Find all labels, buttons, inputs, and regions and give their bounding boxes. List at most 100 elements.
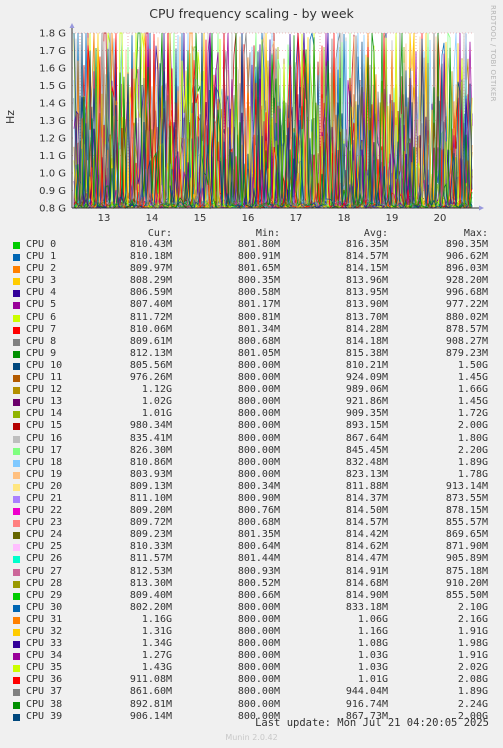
legend-max-value: 1.98G — [457, 638, 488, 650]
legend-max-value: 905.89M — [445, 553, 488, 565]
x-tick-label: 14 — [146, 213, 159, 224]
legend-table: Cur: Min: Avg: Max: CPU 0 810.43M 801.80M 8… — [10, 228, 490, 723]
legend-cur-value: 811.10M — [129, 492, 172, 504]
legend-swatch — [13, 338, 20, 346]
legend-row: CPU 27 812.53M 800.93M 814.91M 875.18M — [10, 566, 490, 578]
legend-cur-value: 976.26M — [129, 372, 172, 384]
legend-swatch — [13, 423, 20, 431]
y-tick-label: 1.7 G — [39, 46, 66, 57]
legend-swatch — [13, 495, 20, 503]
y-tick-label: 1.5 G — [39, 81, 66, 92]
legend-row: CPU 13 1.02G 800.00M 921.86M 1.45G — [10, 396, 490, 408]
legend-min-value: 800.00M — [237, 638, 280, 650]
legend-avg-value: 1.08G — [357, 638, 388, 650]
legend-avg-value: 1.06G — [357, 613, 388, 625]
legend-cur-value: 809.40M — [129, 589, 172, 601]
legend-swatch — [13, 399, 20, 407]
legend-min-value: 800.34M — [237, 480, 280, 492]
legend-max-value: 2.24G — [457, 698, 488, 710]
legend-avg-value: 814.42M — [345, 529, 388, 541]
legend-min-value: 800.00M — [237, 468, 280, 480]
legend-avg-value: 867.64M — [345, 432, 388, 444]
legend-avg-value: 1.03G — [357, 650, 388, 662]
legend-swatch — [13, 616, 20, 624]
legend-min-value: 800.00M — [237, 432, 280, 444]
legend-row: CPU 28 813.30M 800.52M 814.68M 910.20M — [10, 578, 490, 590]
legend-min-value: 800.64M — [237, 541, 280, 553]
legend-min-value: 801.35M — [237, 529, 280, 541]
legend-avg-value: 814.28M — [345, 323, 388, 335]
legend-cur-value: 806.59M — [129, 287, 172, 299]
legend-avg-value: 909.35M — [345, 408, 388, 420]
legend-avg-value: 814.68M — [345, 577, 388, 589]
legend-avg-value: 814.37M — [345, 492, 388, 504]
legend-row: CPU 2 809.97M 801.65M 814.15M 896.03M — [10, 263, 490, 275]
legend-row: CPU 18 810.86M 800.00M 832.48M 1.89G — [10, 457, 490, 469]
legend-series-name: CPU 11 — [26, 372, 63, 384]
legend-swatch — [13, 701, 20, 709]
legend-cur-value: 810.33M — [129, 541, 172, 553]
legend-avg-value: 815.38M — [345, 347, 388, 359]
legend-series-name: CPU 34 — [26, 650, 63, 662]
legend-series-name: CPU 1 — [26, 251, 57, 263]
legend-cur-value: 892.81M — [129, 698, 172, 710]
legend-max-value: 1.66G — [457, 384, 488, 396]
legend-series-name: CPU 22 — [26, 505, 63, 517]
legend-max-value: 928.20M — [445, 275, 488, 287]
y-tick-label: 1.2 G — [39, 134, 66, 145]
legend-row: CPU 19 803.93M 800.00M 823.13M 1.78G — [10, 469, 490, 481]
legend-max-value: 2.08G — [457, 674, 488, 686]
legend-min-value: 801.80M — [237, 239, 280, 250]
legend-series-name: CPU 14 — [26, 408, 63, 420]
legend-avg-value: 814.57M — [345, 251, 388, 263]
y-tick-label: 1.8 G — [39, 29, 66, 40]
legend-series-name: CPU 32 — [26, 626, 63, 637]
legend-min-value: 800.00M — [237, 456, 280, 468]
legend-max-value: 855.50M — [445, 589, 488, 601]
legend-series-name: CPU 20 — [26, 480, 63, 492]
legend-max-value: 1.91G — [457, 626, 488, 637]
legend-avg-value: 814.57M — [345, 517, 388, 529]
legend-max-value: 913.14M — [445, 480, 488, 492]
legend-series-name: CPU 4 — [26, 287, 57, 299]
legend-min-value: 800.00M — [237, 372, 280, 384]
legend-cur-value: 811.57M — [129, 553, 172, 565]
legend-swatch — [13, 242, 20, 249]
legend-swatch — [13, 580, 20, 588]
legend-cur-value: 1.02G — [141, 396, 172, 408]
legend-row: CPU 0 810.43M 801.80M 816.35M 890.35M — [10, 239, 490, 251]
legend-series-name: CPU 35 — [26, 662, 63, 674]
legend-row: CPU 26 811.57M 801.44M 814.47M 905.89M — [10, 553, 490, 565]
legend-swatch — [13, 326, 20, 334]
legend-swatch — [13, 592, 20, 600]
legend-row: CPU 11 976.26M 800.00M 924.09M 1.45G — [10, 372, 490, 384]
legend-cur-value: 1.01G — [141, 408, 172, 420]
y-tick-label: 1.6 G — [39, 64, 66, 75]
legend-max-value: 977.22M — [445, 299, 488, 311]
legend-series-name: CPU 36 — [26, 674, 63, 686]
col-max-header: Max: — [463, 228, 488, 239]
legend-series-name: CPU 25 — [26, 541, 63, 553]
legend-avg-value: 916.74M — [345, 698, 388, 710]
legend-cur-value: 805.56M — [129, 359, 172, 371]
axis-layer: 0.8 G 0.9 G 1.0 G 1.1 G 1.2 G 1.3 G 1.4 G 1.5 G… — [39, 23, 484, 224]
legend-avg-value: 814.90M — [345, 589, 388, 601]
legend-max-value: 906.62M — [445, 251, 488, 263]
legend-cur-value: 1.16G — [141, 613, 172, 625]
legend-avg-value: 823.13M — [345, 468, 388, 480]
legend-cur-value: 809.72M — [129, 517, 172, 529]
legend-cur-value: 1.27G — [141, 650, 172, 662]
legend-swatch — [13, 508, 20, 516]
legend-swatch — [13, 653, 20, 661]
legend-min-value: 801.65M — [237, 263, 280, 275]
legend-max-value: 1.89G — [457, 686, 488, 698]
legend-swatch — [13, 350, 20, 358]
legend-min-value: 800.91M — [237, 251, 280, 263]
rrdtool-credit: RRDTOOL / TOBI OETIKER — [489, 5, 497, 102]
x-tick-label: 19 — [386, 213, 399, 224]
chart-svg: 0.8 G 0.9 G 1.0 G 1.1 G 1.2 G 1.3 G 1.4 G 1.5 G… — [39, 23, 484, 224]
legend-min-value: 800.00M — [237, 444, 280, 456]
legend-header: Cur: Min: Avg: Max: — [10, 228, 490, 239]
legend-min-value: 800.00M — [237, 674, 280, 686]
legend-avg-value: 832.48M — [345, 456, 388, 468]
